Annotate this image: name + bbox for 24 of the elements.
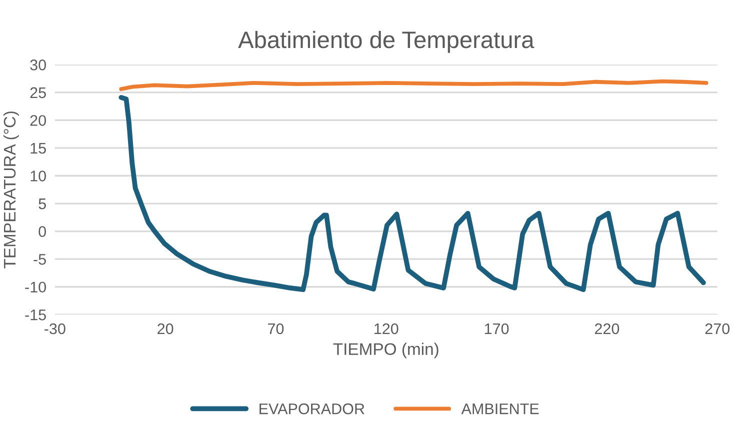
y-tick-label: -10 [25,282,46,293]
x-tick-label: 170 [484,323,509,334]
legend-label: EVAPORADOR [260,403,364,414]
x-tick-label: 120 [374,323,398,334]
y-tick-label: 15 [30,143,46,154]
y-tick-label: 0 [38,226,46,237]
chart-title: Abatimiento de Temperatura [238,30,534,53]
line-series [118,94,706,292]
x-tick-label: -30 [44,323,66,334]
y-tick-label: 10 [30,170,46,182]
legend-label: AMBIENTE [461,404,539,414]
y-tick-label: -15 [25,310,46,320]
x-tick-label: 220 [594,323,620,334]
x-tick-label: 270 [705,323,730,334]
y-tick-label: -5 [34,254,46,265]
y-axis-title: TEMPERATURA (°C) [3,112,19,268]
y-tick-label: 30 [30,60,46,70]
line-series [119,79,708,92]
x-axis-title: TIEMPO (min) [333,342,438,358]
x-tick-label: 70 [268,323,284,334]
y-tick-label: 5 [38,198,46,210]
x-tick-label: 20 [158,323,174,334]
y-tick-label: 20 [30,115,46,126]
y-tick-label: 25 [30,87,46,98]
